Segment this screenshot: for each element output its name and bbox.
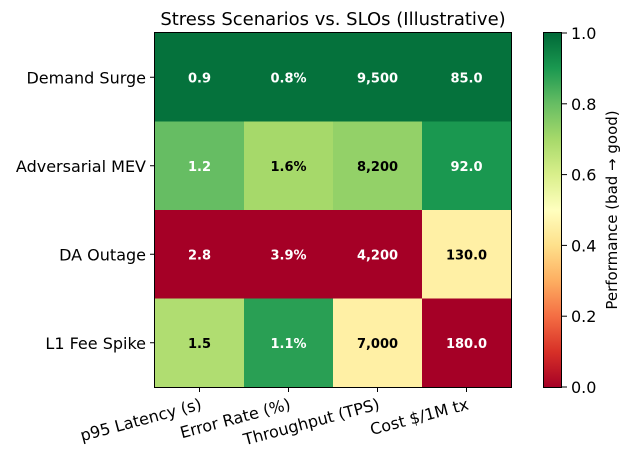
column-tick-labels: p95 Latency (s)Error Rate (%)Throughput … xyxy=(78,387,471,449)
colorbar-tick-label: 0.2 xyxy=(571,307,596,326)
colorbar-label: Performance (bad → good) xyxy=(603,110,621,309)
heatmap-cells xyxy=(155,33,512,388)
heatmap-cell xyxy=(422,298,512,388)
heatmap-cell xyxy=(333,298,423,388)
cell-value-label: 1.2 xyxy=(188,160,211,175)
colorbar: 0.0 0.2 0.4 0.6 0.8 1.0 Performance (bad → go… xyxy=(543,24,621,397)
colorbar-tick-label: 0.6 xyxy=(571,166,596,185)
cell-value-label: 0.8% xyxy=(270,71,306,86)
heatmap-cell xyxy=(155,298,245,388)
colorbar-tick-label: 0.0 xyxy=(571,378,596,397)
cell-value-label: 8,200 xyxy=(357,160,398,175)
colorbar-tick-label: 0.4 xyxy=(571,236,596,255)
heatmap-cell xyxy=(422,121,512,211)
heatmap-cell xyxy=(422,33,512,123)
cell-value-label: 3.9% xyxy=(270,248,306,263)
heatmap-cell xyxy=(244,33,334,123)
heatmap-cell-labels: 0.9 0.8% 9,500 85.0 1.2 1.6% 8,200 92.0 2.8 3.9% 4… xyxy=(188,71,487,352)
colorbar-gradient xyxy=(543,32,562,388)
column-label: Cost $/1M tx xyxy=(368,395,471,440)
heatmap-cell xyxy=(422,210,512,300)
cell-value-label: 130.0 xyxy=(446,248,487,263)
plot-frame xyxy=(154,32,512,388)
heatmap-cell xyxy=(244,121,334,211)
heatmap-cell xyxy=(333,121,423,211)
row-label: L1 Fee Spike xyxy=(45,334,146,353)
heatmap-cell xyxy=(244,210,334,300)
cell-value-label: 92.0 xyxy=(450,160,482,175)
cell-value-label: 2.8 xyxy=(188,248,211,263)
colorbar-ticks: 0.0 0.2 0.4 0.6 0.8 1.0 xyxy=(562,24,596,397)
heatmap-cell xyxy=(333,33,423,123)
cell-value-label: 7,000 xyxy=(357,337,398,352)
cell-value-label: 9,500 xyxy=(357,71,398,86)
chart-title: Stress Scenarios vs. SLOs (Illustrative) xyxy=(160,9,505,30)
row-label: DA Outage xyxy=(59,245,146,264)
cell-value-label: 1.6% xyxy=(270,160,306,175)
heatmap-cell xyxy=(155,210,245,300)
cell-value-label: 85.0 xyxy=(450,71,482,86)
heatmap-cell xyxy=(333,210,423,300)
row-label: Adversarial MEV xyxy=(16,157,146,176)
row-label: Demand Surge xyxy=(26,68,146,87)
cell-value-label: 1.1% xyxy=(270,337,306,352)
heatmap-cell xyxy=(244,298,334,388)
colorbar-tick-label: 0.8 xyxy=(571,95,596,114)
cell-value-label: 4,200 xyxy=(357,248,398,263)
cell-value-label: 1.5 xyxy=(188,337,211,352)
colorbar-tick-label: 1.0 xyxy=(571,24,596,43)
row-tick-labels: Demand Surge Adversarial MEV DA Outage L1 F… xyxy=(16,68,155,353)
heatmap-cell xyxy=(155,121,245,211)
cell-value-label: 0.9 xyxy=(188,71,211,86)
cell-value-label: 180.0 xyxy=(446,337,487,352)
heatmap-cell xyxy=(155,33,245,123)
